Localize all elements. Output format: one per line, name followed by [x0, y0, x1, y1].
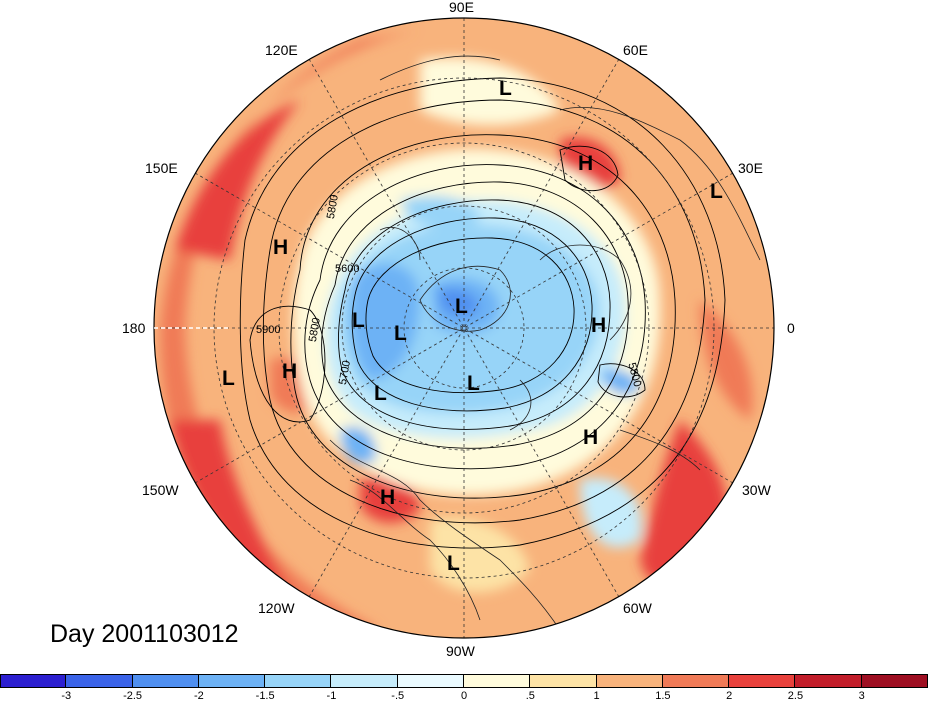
polar-map: 5600 5700 5800 5800 5800 5900 L H H L H …: [122, 0, 795, 659]
colorbar-segment: [198, 674, 266, 688]
high-marker: H: [380, 486, 395, 509]
low-marker: L: [374, 382, 387, 405]
colorbar-label: .5: [525, 690, 535, 702]
colorbar-label: -3: [61, 690, 72, 702]
high-marker: H: [583, 426, 598, 449]
lon-label-90e: 90E: [449, 0, 474, 15]
colorbar-segment: [331, 674, 398, 688]
high-marker: H: [273, 236, 288, 259]
colorbar-segment: [795, 674, 862, 688]
longitude-labels: 90E 60E 30E 0 30W 60W 90W 120W 150W 180 …: [122, 0, 795, 659]
colorbar-label: 2: [726, 690, 733, 702]
contour-label: 5800: [325, 194, 341, 220]
colorbar-label: -.5: [391, 690, 405, 702]
colorbar-label: -2: [193, 690, 204, 702]
contour-label: 5700: [337, 360, 353, 386]
pressure-centers: L H H L H L L L L L H H L H L: [222, 77, 723, 575]
colorbar-label: -1: [326, 690, 337, 702]
colorbar-frame: [0, 674, 928, 688]
lon-label-150e: 150E: [145, 160, 178, 176]
low-marker: L: [222, 367, 235, 390]
lon-label-0: 0: [787, 320, 795, 336]
lon-label-60w: 60W: [623, 600, 653, 616]
lon-label-60e: 60E: [623, 42, 648, 58]
high-marker: H: [591, 314, 606, 337]
colorbar-segment: [596, 674, 663, 688]
colorbar-label: -1.5: [255, 690, 275, 702]
low-marker: L: [394, 322, 407, 345]
colorbar: -3 -2.5 -2 -1.5 -1 -.5 0 .5 1 1.5 2 2.5 3: [0, 674, 928, 702]
colorbar-label: 0: [460, 690, 468, 702]
colorbar-segment: [0, 674, 67, 688]
high-marker: H: [282, 360, 297, 383]
colorbar-segment: [66, 674, 133, 688]
map-title: Day 2001103012: [50, 620, 239, 648]
colorbar-segment: [397, 674, 464, 688]
lon-label-90w: 90W: [446, 643, 476, 659]
low-marker: L: [710, 180, 723, 203]
colorbar-segment: [132, 674, 199, 688]
coastlines: [329, 55, 761, 631]
colorbar-label: 1: [593, 690, 600, 702]
lon-label-30w: 30W: [742, 482, 772, 498]
high-marker: H: [578, 152, 593, 175]
colorbar-segment: [464, 674, 531, 688]
height-contours: [239, 77, 726, 549]
colorbar-label: 2.5: [787, 690, 804, 702]
colorbar-segment: [662, 674, 730, 688]
lon-label-120w: 120W: [258, 600, 295, 616]
colorbar-segment: [530, 674, 597, 688]
anomaly-field: [154, 18, 774, 638]
colorbar-label: 1.5: [655, 690, 671, 702]
lon-label-180: 180: [122, 320, 146, 336]
lon-label-150w: 150W: [142, 482, 179, 498]
lon-label-120e: 120E: [265, 42, 298, 58]
low-marker: L: [499, 77, 512, 100]
colorbar-segment: [265, 674, 332, 688]
low-marker: L: [352, 309, 365, 332]
contour-label: 5600: [335, 263, 359, 275]
colorbar-label: -2.5: [123, 690, 143, 702]
colorbar-label: 3: [858, 690, 865, 702]
low-marker: L: [447, 552, 460, 575]
colorbar-segment: [729, 674, 796, 688]
lon-label-30e: 30E: [738, 160, 763, 176]
contour-label: 5800: [307, 317, 323, 343]
graticule: [154, 18, 774, 638]
low-marker: L: [467, 372, 480, 395]
contour-label: 5900: [256, 324, 280, 336]
low-marker: L: [455, 295, 468, 318]
